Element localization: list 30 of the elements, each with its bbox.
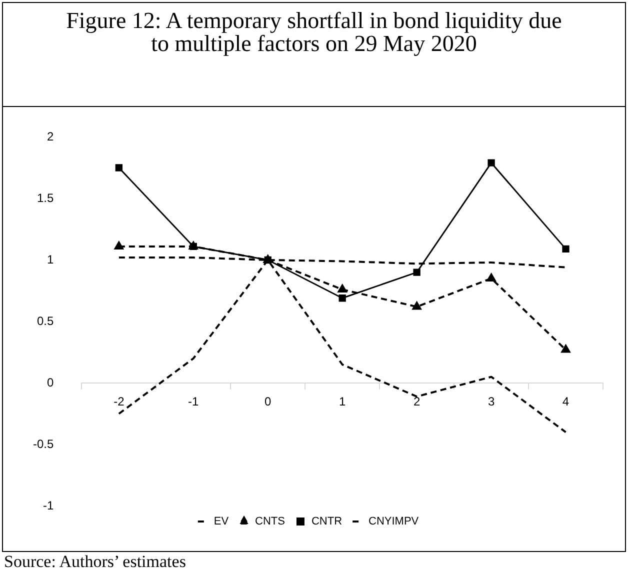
legend-label: CNTS: [255, 516, 285, 528]
point: [114, 241, 124, 250]
point: [338, 294, 346, 302]
x-tick-label: 0: [264, 394, 272, 409]
y-tick-label: 1: [46, 252, 54, 266]
point: [562, 245, 570, 253]
point: [338, 284, 347, 293]
legend-label: EV: [214, 516, 230, 528]
legend-label: CNTR: [311, 516, 342, 528]
y-tick-label: 1.5: [36, 190, 54, 205]
x-tick-label: 1: [338, 394, 346, 409]
x-tick-label: 3: [488, 394, 495, 409]
x-tick-label: -2: [114, 394, 125, 409]
y-tick-label: 0.5: [36, 314, 54, 328]
y-tick-label: 0: [46, 375, 54, 390]
point: [561, 344, 570, 353]
point: [488, 159, 495, 166]
point: [413, 268, 420, 276]
point: [486, 273, 496, 282]
y-tick-label: 2: [46, 129, 54, 144]
x-tick-label: 4: [562, 394, 570, 409]
y-tick-label: -1: [43, 498, 54, 512]
source-note: Source: Authors’ estimates: [4, 552, 186, 572]
point: [412, 302, 422, 310]
x-tick-label: 2: [413, 394, 420, 409]
x-tick-label: -1: [188, 394, 200, 409]
chart-title: Figure 12: A temporary shortfall in bond liquidity due to multiple factors on 29 May 2020: [3, 3, 625, 107]
y-tick-label: -0.5: [32, 436, 54, 451]
point: [115, 164, 122, 172]
legend-label: CNYIMPV: [368, 516, 420, 528]
